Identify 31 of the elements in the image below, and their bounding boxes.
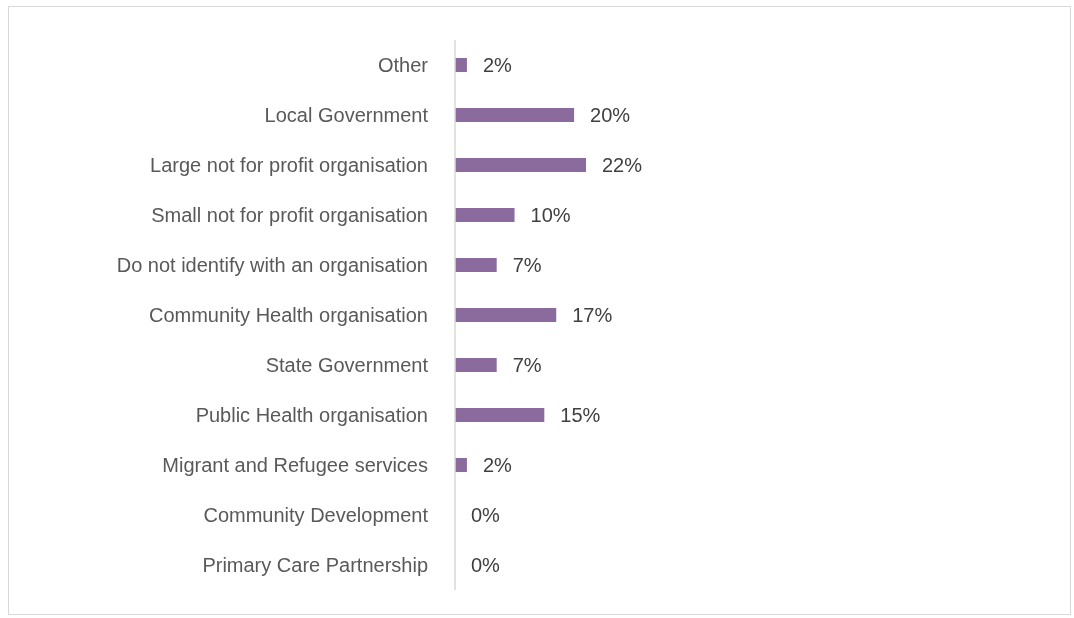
y-tick-label: Do not identify with an organisation — [116, 254, 428, 276]
data-label: 15% — [560, 404, 601, 426]
bar — [455, 108, 575, 122]
y-tick-label: Primary Care Partnership — [202, 554, 428, 576]
data-label: 10% — [530, 204, 571, 226]
y-tick-label: State Government — [265, 354, 429, 376]
y-tick-label: Local Government — [264, 104, 429, 126]
data-label: 2% — [482, 454, 513, 476]
bar — [455, 408, 545, 422]
data-label: 7% — [512, 254, 542, 276]
bar — [455, 208, 515, 222]
data-label: 2% — [482, 54, 513, 76]
y-tick-label: Large not for profit organisation — [150, 154, 428, 176]
y-tick-label: Other — [377, 54, 429, 76]
y-tick-label: Community Health organisation — [148, 304, 428, 326]
bar — [455, 258, 497, 272]
data-label: 7% — [512, 354, 542, 376]
data-label: 17% — [572, 304, 613, 326]
bar — [455, 308, 557, 322]
bar — [455, 158, 586, 172]
data-label: 20% — [590, 104, 631, 126]
data-label: 22% — [602, 154, 643, 176]
y-tick-label: Migrant and Refugee services — [162, 454, 428, 476]
data-label: 0% — [471, 554, 501, 576]
y-tick-label: Community Development — [203, 504, 429, 526]
bar — [455, 458, 467, 472]
bar — [455, 358, 497, 372]
y-tick-label: Small not for profit organisation — [151, 204, 428, 226]
data-label: 0% — [471, 504, 501, 526]
bar — [455, 58, 467, 72]
y-tick-label: Public Health organisation — [195, 404, 428, 426]
